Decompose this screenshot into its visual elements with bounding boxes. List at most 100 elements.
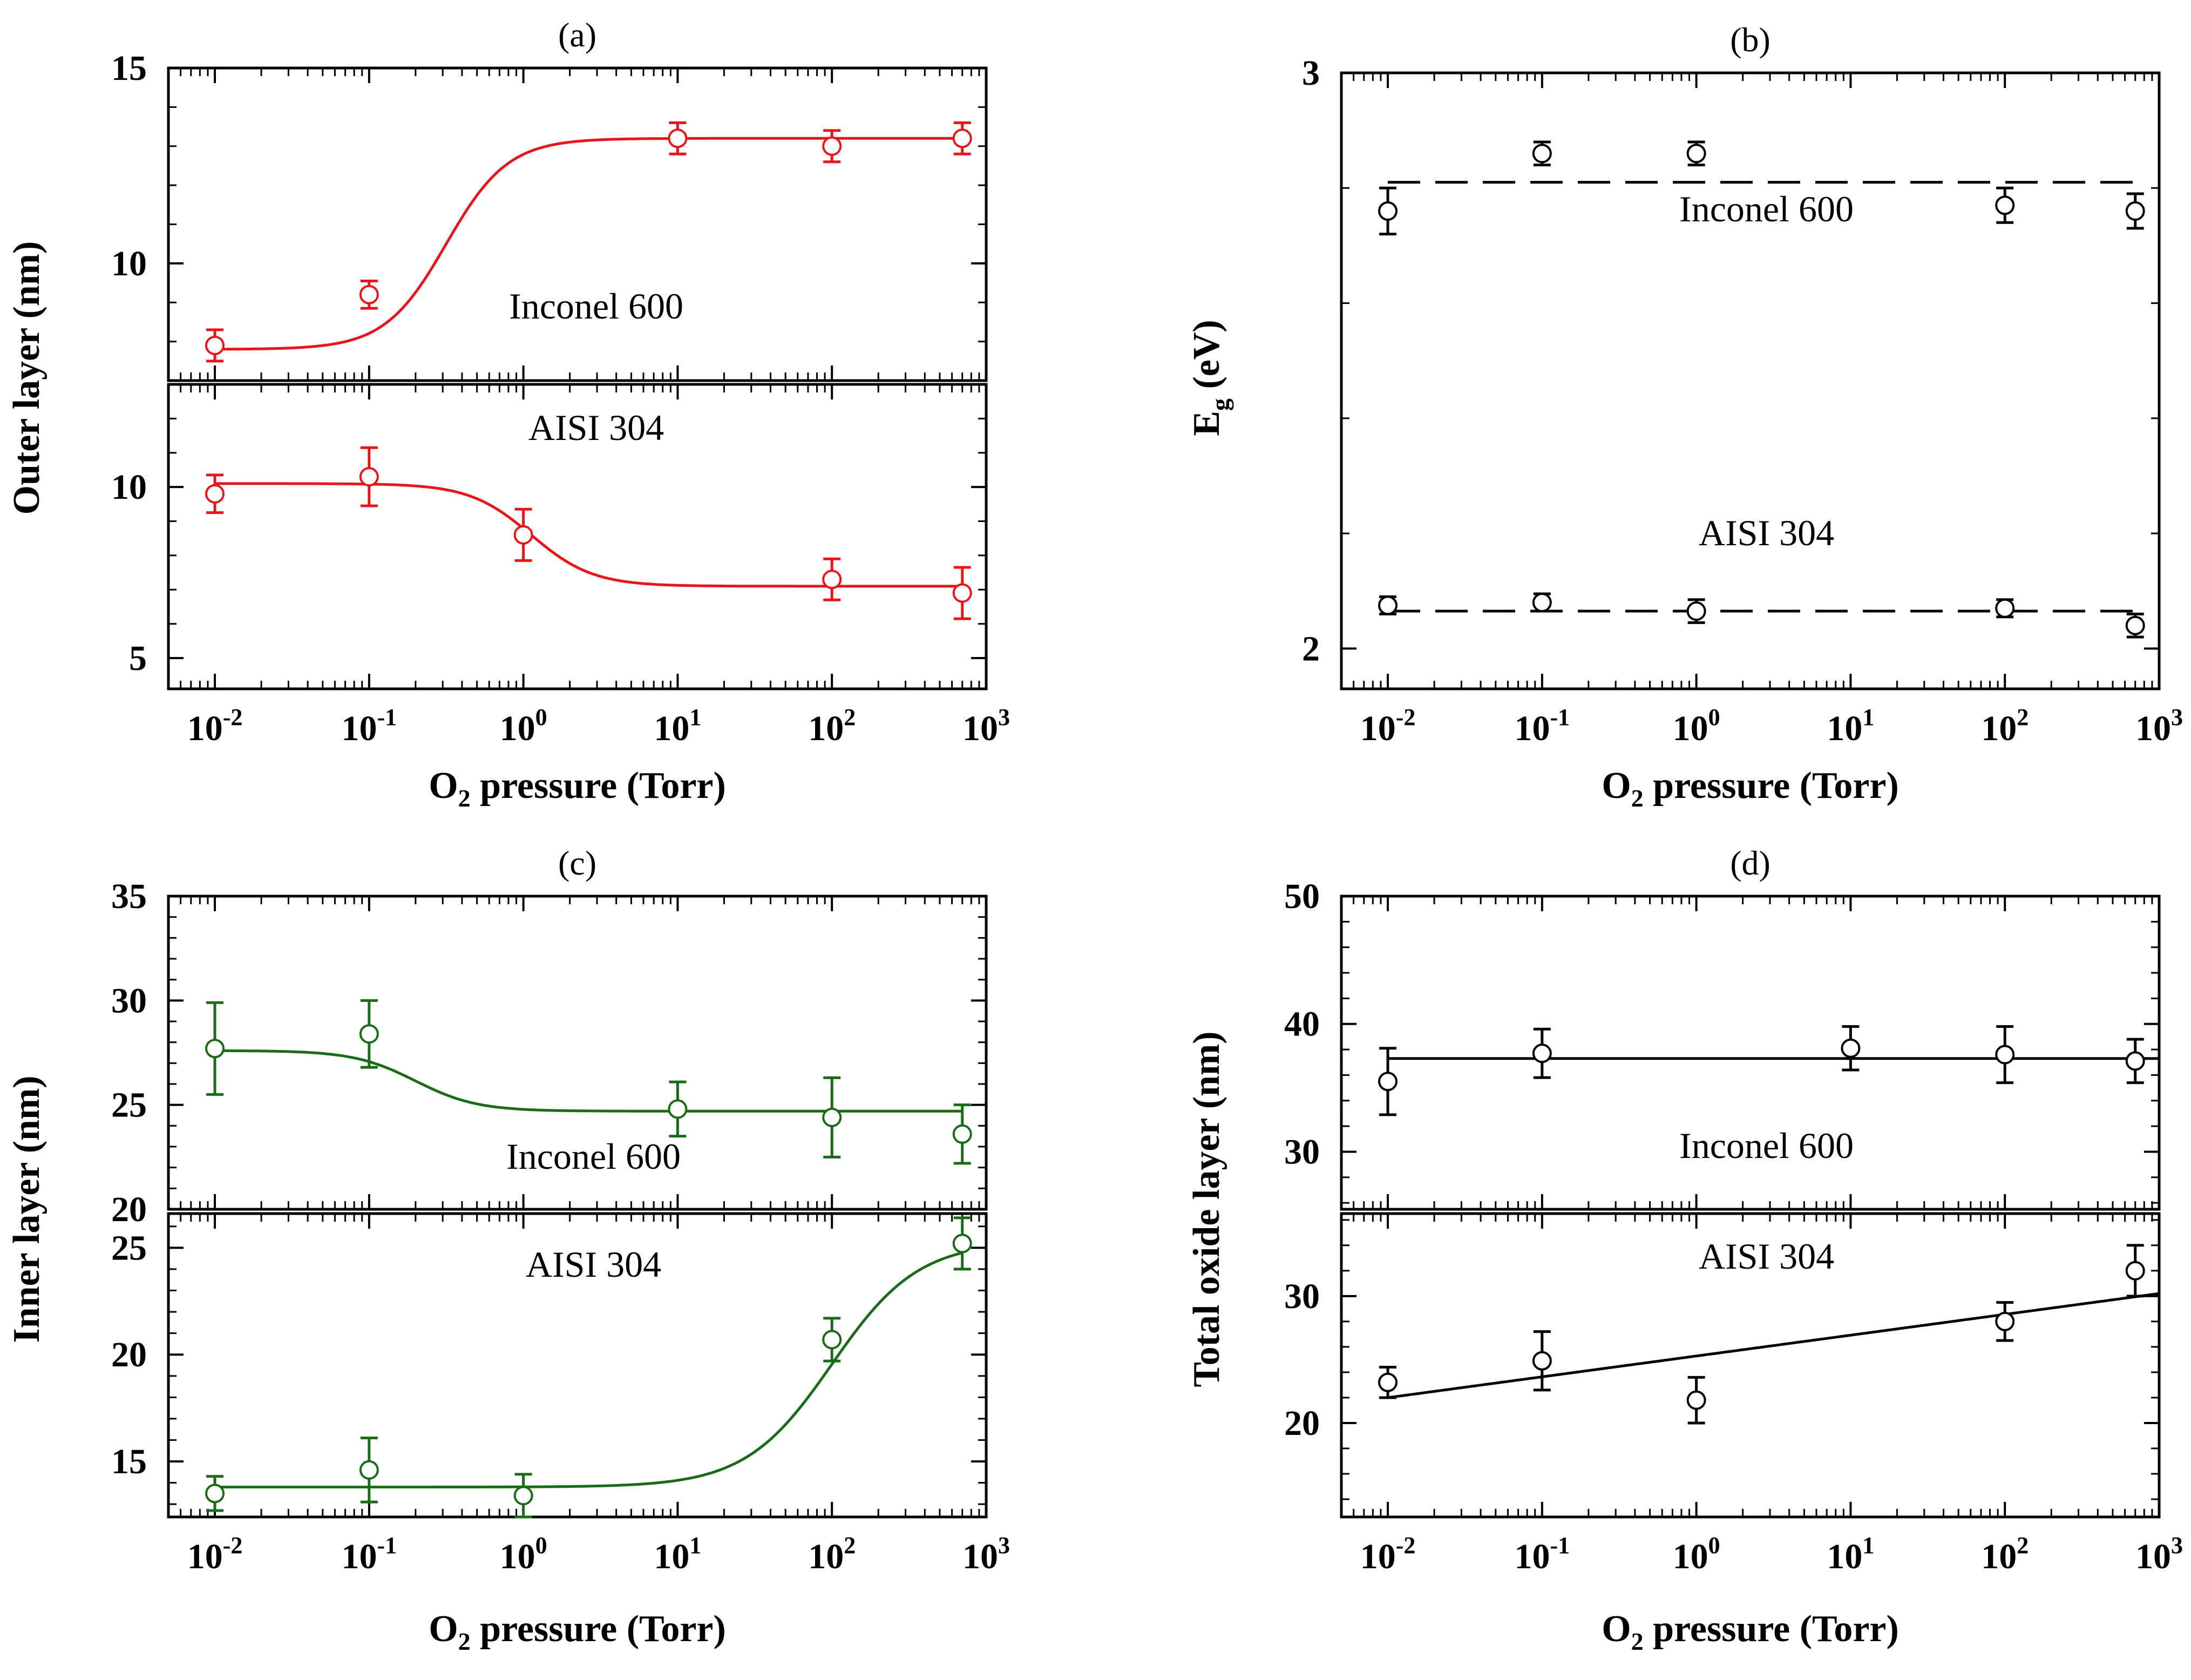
data-point xyxy=(822,1330,842,1350)
y-axis-label: Eg (eV) xyxy=(1186,320,1234,436)
data-point xyxy=(1378,201,1398,221)
data-point xyxy=(205,484,225,504)
series-label: Inconel 600 xyxy=(1679,188,1854,229)
data-point xyxy=(205,1483,225,1503)
y-tick-label: 35 xyxy=(111,877,147,916)
plot-frame xyxy=(167,66,988,382)
panel-b: (b) O2 pressure (Torr) Eg (eV) 10-2 10-1 100 1… xyxy=(1186,21,2183,812)
panel-title: (a) xyxy=(558,16,596,54)
y-tick-label: 20 xyxy=(1284,1404,1320,1443)
x-tick-label: 103 xyxy=(962,1532,1010,1576)
data-point xyxy=(952,1124,972,1144)
series-label: Inconel 600 xyxy=(509,286,683,327)
y-tick-label: 30 xyxy=(1284,1277,1320,1316)
x-tick-label: 101 xyxy=(654,1532,701,1576)
data-point xyxy=(513,1486,533,1506)
data-point xyxy=(2125,201,2145,221)
fit-curve xyxy=(215,1251,963,1489)
panel-a: (a)O2 pressure (Torr)Outer layer (nm) 101… xyxy=(6,16,1010,812)
data-point xyxy=(1686,1390,1706,1410)
plot-frame xyxy=(1340,71,2161,690)
x-tick-label: 101 xyxy=(654,704,701,748)
plot-frame xyxy=(1340,895,2161,1211)
panel-d: (d) O2 pressure (Torr) Total oxide layer (… xyxy=(1186,844,2183,1655)
data-point xyxy=(359,467,379,487)
data-point xyxy=(822,136,842,156)
x-tick-label: 103 xyxy=(2135,1532,2183,1576)
panel-c: (c)O2 pressure (Torr)Inner layer (nm) 202… xyxy=(6,844,1010,1655)
data-point xyxy=(1532,1044,1552,1063)
data-point xyxy=(1378,595,1398,615)
series-label: AISI 304 xyxy=(528,407,664,448)
data-point xyxy=(1995,1311,2015,1331)
data-point xyxy=(2125,1261,2145,1281)
x-tick-label: 10-1 xyxy=(341,704,397,748)
data-point xyxy=(1532,144,1552,164)
data-point xyxy=(668,128,688,148)
x-tick-label: 103 xyxy=(2135,704,2183,748)
x-tick-label: 100 xyxy=(500,1532,547,1576)
fit-curve xyxy=(215,482,962,588)
x-tick-label: 10-2 xyxy=(187,1532,243,1576)
data-point xyxy=(1995,598,2015,618)
x-tick-label: 101 xyxy=(1827,1532,1874,1576)
data-point xyxy=(2125,615,2145,635)
x-tick-label: 10-1 xyxy=(1514,704,1570,748)
fit-curve xyxy=(1387,1292,2160,1399)
plot-frame xyxy=(167,895,988,1211)
plot-frame xyxy=(167,383,988,690)
x-tick-label: 102 xyxy=(1981,704,2029,748)
data-point xyxy=(1378,1072,1398,1092)
x-tick-label: 100 xyxy=(1673,1532,1720,1576)
data-point xyxy=(1686,601,1706,621)
data-point xyxy=(359,1024,379,1044)
series-label: AISI 304 xyxy=(526,1244,661,1285)
x-tick-label: 101 xyxy=(1827,704,1874,748)
x-tick-label: 103 xyxy=(962,704,1010,748)
panel-title: (b) xyxy=(1730,21,1771,59)
data-point xyxy=(1686,144,1706,164)
plot-frame xyxy=(1340,1212,2161,1519)
x-tick-label: 10-2 xyxy=(187,704,243,748)
y-tick-label: 20 xyxy=(111,1190,147,1229)
data-point xyxy=(359,284,379,304)
x-axis-label: O2 pressure (Torr) xyxy=(1602,1608,1899,1655)
x-axis-label: O2 pressure (Torr) xyxy=(429,1608,726,1655)
data-point xyxy=(952,128,972,148)
series-label: Inconel 600 xyxy=(506,1136,681,1177)
series-label: AISI 304 xyxy=(1699,512,1834,553)
y-tick-label: 2 xyxy=(1302,629,1320,668)
data-point xyxy=(1995,1045,2015,1065)
y-axis-label: Total oxide layer (nm) xyxy=(1186,1031,1227,1387)
data-point xyxy=(668,1099,688,1119)
x-tick-label: 100 xyxy=(1673,704,1720,748)
y-tick-label: 30 xyxy=(111,981,147,1020)
x-axis-label: O2 pressure (Torr) xyxy=(429,765,726,812)
y-tick-label: 30 xyxy=(1284,1132,1320,1171)
y-axis-label: Inner layer (nm) xyxy=(6,1075,48,1343)
y-tick-label: 3 xyxy=(1302,53,1320,93)
data-point xyxy=(952,583,972,603)
y-tick-label: 25 xyxy=(111,1086,147,1125)
x-tick-label: 10-2 xyxy=(1360,1532,1416,1576)
y-tick-label: 5 xyxy=(129,639,147,678)
data-point xyxy=(1532,1351,1552,1371)
data-point xyxy=(359,1460,379,1480)
data-point xyxy=(2125,1051,2145,1071)
y-tick-label: 25 xyxy=(111,1228,147,1268)
x-tick-label: 10-1 xyxy=(1514,1532,1570,1576)
data-point xyxy=(513,525,533,545)
y-axis-label: Outer layer (nm) xyxy=(6,241,48,515)
panel-title: (c) xyxy=(558,844,596,882)
data-point xyxy=(1995,195,2015,215)
data-point xyxy=(205,1039,225,1059)
data-point xyxy=(952,1234,972,1254)
y-tick-label: 10 xyxy=(111,244,147,283)
fit-curve xyxy=(215,1049,962,1113)
data-point xyxy=(1532,593,1552,613)
x-tick-label: 102 xyxy=(1981,1532,2029,1576)
data-point xyxy=(205,335,225,355)
x-axis-label: O2 pressure (Torr) xyxy=(1602,765,1899,812)
y-tick-label: 20 xyxy=(111,1335,147,1374)
